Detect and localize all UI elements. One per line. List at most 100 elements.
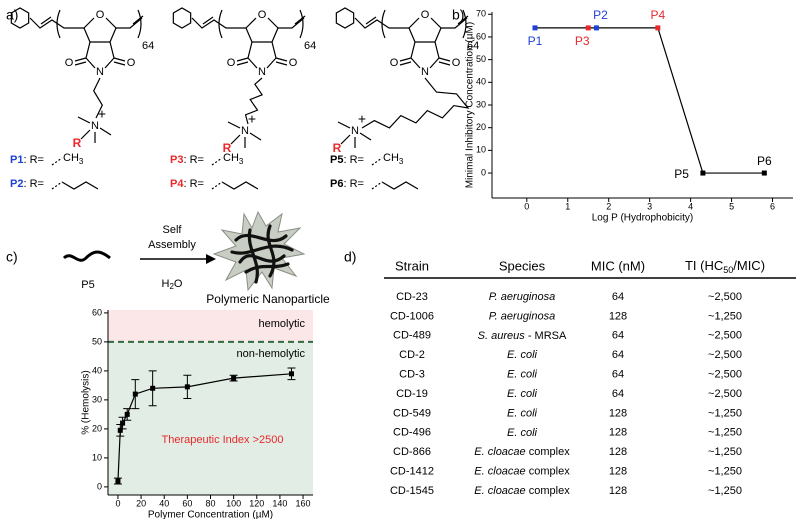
repeat-count: 64 xyxy=(142,40,154,52)
species: E. cloacae complex xyxy=(474,485,570,497)
atom-label: N xyxy=(258,66,266,78)
strain: CD-19 xyxy=(396,388,428,400)
data-point xyxy=(532,25,538,31)
y-axis-label: Minimal Inhibitory Concentration (µM) xyxy=(465,22,476,188)
bond xyxy=(457,15,469,25)
strain: CD-3 xyxy=(399,369,425,381)
panel-label: b) xyxy=(452,7,464,23)
x-tick-label: 40 xyxy=(159,498,169,508)
data-point xyxy=(593,25,599,31)
bond xyxy=(105,17,117,29)
bond xyxy=(438,57,451,62)
y-tick-label: 50 xyxy=(92,336,102,346)
species: S. aureus - MRSA xyxy=(478,330,567,342)
table-header: Species xyxy=(499,258,546,273)
solvent-label: H2O xyxy=(162,278,183,291)
r-group: R xyxy=(73,136,82,150)
atom-label: N xyxy=(421,66,429,78)
species: P. aeruginosa xyxy=(489,291,555,303)
bond xyxy=(294,15,306,25)
methyl: CH3 xyxy=(63,152,84,166)
bond xyxy=(74,57,87,62)
species-name: E. coli xyxy=(507,369,538,381)
bracket xyxy=(218,9,223,39)
data-point xyxy=(700,170,706,176)
subscript: 3 xyxy=(79,157,84,166)
bracket xyxy=(381,9,386,39)
header-part: TI (HC xyxy=(685,258,723,273)
atom-label: O xyxy=(96,9,105,21)
mic: 128 xyxy=(609,407,627,419)
methyl-text: CH xyxy=(223,152,239,164)
bond xyxy=(221,181,259,190)
polymer-label: P5: R= xyxy=(330,154,364,166)
bond xyxy=(361,77,470,129)
species-note: complex xyxy=(529,446,570,458)
y-tick-label: 10 xyxy=(476,145,486,155)
bond xyxy=(83,27,117,43)
bond xyxy=(354,17,409,29)
polymer-label: P1: R= xyxy=(10,154,44,166)
bond xyxy=(278,17,305,29)
bond xyxy=(99,127,112,136)
bond xyxy=(399,61,412,66)
data-point xyxy=(150,385,156,391)
phenyl-ring xyxy=(172,7,192,29)
bracket xyxy=(299,9,304,39)
x-tick-label: 5 xyxy=(729,201,734,211)
bond xyxy=(275,61,288,66)
bond xyxy=(77,116,91,124)
solvent-o: O xyxy=(174,278,183,290)
x-tick-label: 6 xyxy=(770,201,775,211)
bond xyxy=(113,57,126,62)
mic: 64 xyxy=(612,349,624,361)
strain: CD-1545 xyxy=(390,485,434,497)
subscript: 3 xyxy=(399,157,404,166)
phenyl-ring xyxy=(10,7,30,29)
x-tick-label: 60 xyxy=(182,498,192,508)
y-axis-label: % (Hemolysis) xyxy=(81,370,92,434)
atom-label: N xyxy=(351,125,359,137)
panel-label: a) xyxy=(6,7,18,23)
x-axis-label: Polymer Concentration (µM) xyxy=(148,510,273,519)
bond xyxy=(359,132,372,141)
bracket xyxy=(462,9,467,39)
x-tick-label: 0 xyxy=(524,201,529,211)
non-hemolytic-region xyxy=(108,341,313,495)
y-tick-label: 30 xyxy=(92,394,102,404)
y-tick-label: 70 xyxy=(476,9,486,19)
polymer-name: P2 xyxy=(10,178,23,190)
mic: 64 xyxy=(612,330,624,342)
nanoparticle xyxy=(212,210,306,292)
charge: + xyxy=(98,106,106,122)
polymer-name: P6 xyxy=(330,178,343,190)
x-tick-label: 2 xyxy=(606,201,611,211)
atom-label: N xyxy=(241,125,249,137)
atom-label: O xyxy=(65,57,74,69)
r-group: R xyxy=(333,141,342,155)
subscript: 50 xyxy=(723,265,733,275)
strain: CD-1006 xyxy=(390,310,434,322)
species-name: P. aeruginosa xyxy=(489,291,555,303)
atom-label: N xyxy=(96,66,104,78)
mic: 64 xyxy=(612,291,624,303)
mic: 128 xyxy=(609,310,627,322)
r-equals: : R= xyxy=(23,178,43,190)
bond xyxy=(245,17,257,29)
species-name: E. cloacae xyxy=(474,466,525,478)
bond xyxy=(113,61,126,66)
species: P. aeruginosa xyxy=(489,310,555,322)
data-point xyxy=(761,170,767,176)
r-equals: : R= xyxy=(183,178,203,190)
x-tick-label: 0 xyxy=(115,498,120,508)
ti: ~1,250 xyxy=(708,446,742,458)
phenyl-ring xyxy=(335,7,355,29)
polymer-label: P4: R= xyxy=(170,178,204,190)
atom-label: O xyxy=(289,57,298,69)
strain: CD-496 xyxy=(393,427,431,439)
x-axis-label: Log P (Hydrophobicity) xyxy=(592,213,694,224)
y-tick-label: 0 xyxy=(97,481,102,491)
bond xyxy=(227,121,241,129)
species-name: E. coli xyxy=(507,388,538,400)
x-tick-label: 80 xyxy=(205,498,215,508)
